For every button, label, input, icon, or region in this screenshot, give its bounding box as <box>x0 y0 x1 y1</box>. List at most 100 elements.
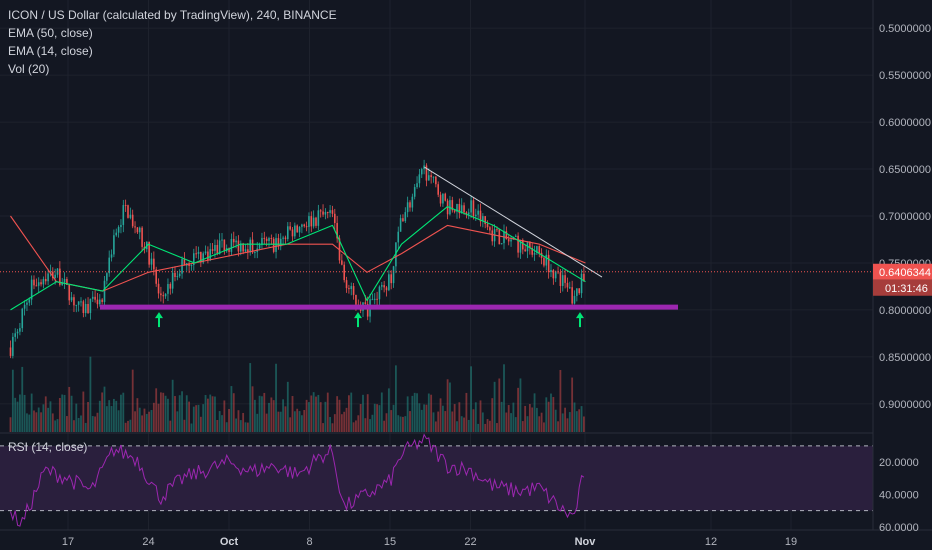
volume-bar <box>263 392 266 432</box>
volume-bar <box>559 369 562 432</box>
candle-body <box>519 239 522 253</box>
candle-body <box>430 175 432 178</box>
volume-bar <box>105 406 108 432</box>
candle-body <box>155 269 157 284</box>
volume-bar <box>526 416 529 432</box>
candle-body <box>329 210 331 213</box>
candle-body <box>73 297 75 306</box>
legend-title[interactable]: ICON / US Dollar (calculated by TradingV… <box>8 8 337 22</box>
volume-bar <box>261 396 263 432</box>
countdown-tag <box>873 279 932 296</box>
candle-body <box>350 286 353 290</box>
volume-bar <box>103 386 106 432</box>
time-axis-label: Oct <box>220 536 239 548</box>
volume-bar <box>242 412 245 432</box>
volume-bar <box>477 423 480 432</box>
volume-bar <box>195 405 198 432</box>
legend-volume[interactable]: Vol (20) <box>8 62 50 76</box>
volume-bar <box>30 393 33 432</box>
trend-line <box>424 166 603 278</box>
candle-body <box>573 295 576 304</box>
candle-body <box>197 251 200 254</box>
volume-bar <box>167 398 169 432</box>
volume-bar <box>528 404 531 432</box>
volume-bar <box>207 398 209 432</box>
candle-body <box>475 214 477 217</box>
legend-ema14[interactable]: EMA (14, close) <box>8 44 93 58</box>
candle-body <box>249 239 251 253</box>
volume-bar <box>474 402 477 432</box>
volume-bar <box>178 395 181 432</box>
volume-bar <box>399 416 402 432</box>
candle-body <box>507 239 510 242</box>
volume-bar <box>411 395 414 432</box>
candle-body <box>442 193 444 204</box>
volume-bar <box>348 395 350 432</box>
candle-body <box>451 200 454 211</box>
candle-body <box>371 299 374 301</box>
candle-body <box>141 227 143 247</box>
volume-bar <box>310 395 313 432</box>
volume-bar <box>284 406 287 432</box>
volume-bar <box>145 413 148 432</box>
price-axis-label: 0.6000000 <box>879 117 931 129</box>
ema50-line <box>10 215 586 292</box>
ema-lines <box>10 206 586 311</box>
rsi-line <box>10 433 585 527</box>
candle-body <box>397 231 400 243</box>
volume-bar <box>425 404 428 432</box>
time-axis-label: 12 <box>705 536 717 548</box>
candle-body <box>472 200 475 217</box>
volume-bar <box>536 407 538 432</box>
volume-bar <box>33 410 35 432</box>
main-legend: ICON / US Dollar (calculated by TradingV… <box>8 6 337 78</box>
volume-bar <box>378 405 381 432</box>
time-axis-label: 19 <box>785 536 797 548</box>
candle-body <box>99 299 101 305</box>
volume-bar <box>185 395 188 432</box>
volume-bar <box>183 419 186 432</box>
volume-bar <box>44 396 47 432</box>
volume-bar <box>580 406 583 432</box>
volume-bar <box>244 422 247 432</box>
price-axis-label: 0.7000000 <box>879 211 931 223</box>
volume-bar <box>275 363 277 432</box>
volume-bar <box>437 411 440 432</box>
candle-body <box>193 253 195 265</box>
volume-bar <box>75 403 78 432</box>
arrow-head <box>354 312 362 319</box>
volume-bar <box>373 403 376 432</box>
candle-body <box>364 302 367 305</box>
candle-body <box>279 238 282 247</box>
candle-body <box>418 174 421 184</box>
volume-bar <box>270 397 273 432</box>
volume-bar <box>343 411 346 432</box>
volume-bar <box>357 415 360 432</box>
candle-body <box>40 282 42 285</box>
candle-body <box>505 231 508 240</box>
volume-bar <box>481 412 484 432</box>
candle-body <box>381 285 383 287</box>
candle-body <box>432 176 435 178</box>
volume-bar <box>543 422 545 432</box>
volume-bar <box>235 418 237 432</box>
candle-body <box>240 243 242 252</box>
volume-bar <box>578 409 581 432</box>
candle-body <box>181 259 183 274</box>
candle-body <box>319 210 322 212</box>
volume-bar <box>390 410 393 432</box>
legend-ema50[interactable]: EMA (50, close) <box>8 26 93 40</box>
candle-body <box>456 203 458 212</box>
volume-bar <box>289 417 292 432</box>
volume-bar <box>533 393 536 432</box>
volume-bar <box>376 404 378 432</box>
volume-bar <box>61 394 64 432</box>
candle-body <box>482 216 484 222</box>
candle-body <box>61 282 63 285</box>
volume-bar <box>54 420 57 432</box>
candle-body <box>531 247 533 255</box>
volume-bar <box>209 394 212 432</box>
rsi-legend[interactable]: RSI (14, close) <box>8 440 88 454</box>
candle-body <box>312 217 315 227</box>
